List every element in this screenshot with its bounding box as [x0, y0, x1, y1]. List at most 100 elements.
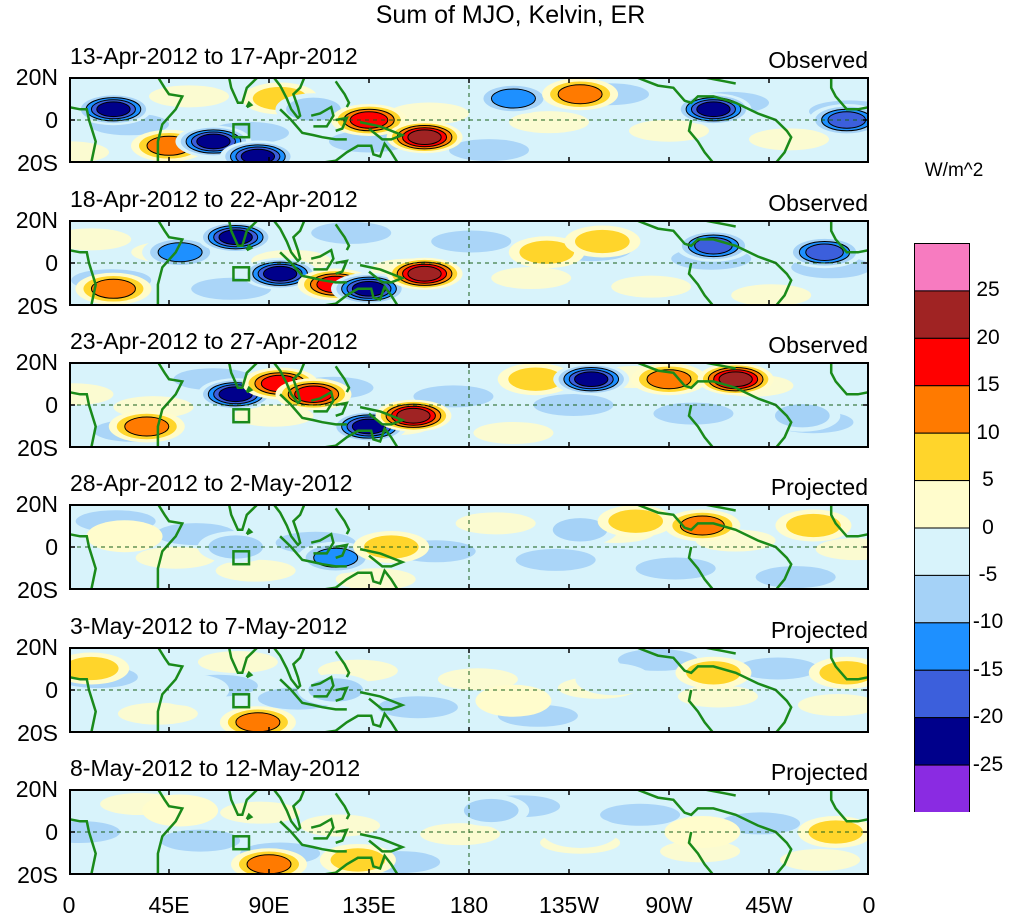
colorbar-swatch	[914, 480, 970, 529]
colorbar-tick-label: 20	[976, 325, 1000, 349]
lat-tick-label: 20N	[15, 776, 58, 802]
anomaly-contour	[508, 367, 563, 391]
anomaly-contour	[552, 518, 608, 542]
colorbar	[914, 243, 970, 813]
coastline	[279, 393, 347, 426]
anomaly-contour	[574, 371, 609, 388]
colorbar-tick-label: -15	[972, 657, 1004, 681]
coastline	[334, 650, 351, 678]
coastline	[69, 817, 97, 875]
panel-kind-label: Projected	[770, 617, 868, 643]
coastline	[319, 426, 399, 448]
panel-date-range: 3-May-2012 to 7-May-2012	[70, 613, 348, 639]
colorbar-tick-label: 5	[982, 468, 994, 492]
colorbar-swatch	[914, 669, 970, 719]
colorbar-swatch	[914, 574, 970, 624]
coastline	[335, 543, 349, 559]
coastline	[310, 390, 335, 413]
lat-tick-label: 0	[45, 534, 58, 560]
region-box	[232, 266, 251, 282]
coastline	[635, 77, 793, 163]
lat-tick-label: 20S	[17, 862, 58, 888]
coastline	[359, 832, 406, 853]
background-anomaly-band	[431, 230, 512, 253]
background-anomaly-band	[69, 383, 114, 406]
anomaly-map-panel	[69, 362, 869, 448]
background-anomaly-band	[677, 685, 758, 708]
lat-tick-label: 0	[45, 677, 58, 703]
coastline	[195, 504, 261, 532]
lat-tick-label: 20S	[17, 293, 58, 319]
background-anomaly-band	[135, 546, 216, 569]
background-anomaly-band	[197, 651, 278, 674]
coastline	[319, 853, 399, 875]
anomaly-contour	[808, 820, 864, 844]
background-anomaly-band	[509, 111, 589, 134]
background-anomaly-band	[653, 402, 734, 425]
anomaly-contour	[235, 712, 281, 733]
coastline	[335, 116, 349, 132]
coastline	[335, 401, 349, 417]
background-anomaly-band	[300, 814, 381, 837]
background-anomaly-band	[611, 275, 692, 298]
coastline	[829, 77, 869, 111]
anomaly-contour	[262, 265, 298, 282]
lat-tick-label: 0	[45, 392, 58, 418]
coastline	[195, 789, 261, 817]
lat-tick-label: 0	[45, 250, 58, 276]
colorbar-swatch	[914, 432, 970, 482]
coastline	[335, 259, 349, 275]
background-anomaly-band	[69, 228, 132, 251]
coastline	[195, 77, 261, 105]
anomaly-contour	[786, 513, 841, 538]
anomaly-map-svg	[69, 504, 869, 590]
coastline	[319, 141, 399, 163]
coastline	[359, 405, 406, 426]
anomaly-map-svg	[69, 77, 869, 163]
anomaly-map-svg	[69, 789, 869, 875]
anomaly-contour	[407, 265, 442, 282]
background-anomaly-band	[233, 404, 314, 427]
coastline	[156, 77, 185, 163]
background-anomaly-band	[160, 829, 241, 852]
coastline	[635, 789, 793, 875]
anomaly-contour	[519, 240, 575, 264]
panel-frame	[69, 647, 869, 733]
colorbar-tick-label: 15	[976, 373, 1000, 397]
colorbar-swatch	[914, 764, 970, 813]
region-box	[232, 550, 251, 566]
background-anomaly-band	[449, 139, 529, 162]
coastline	[359, 263, 406, 284]
background-anomaly-band	[437, 668, 518, 691]
coastline	[156, 220, 185, 306]
panel-frame	[69, 504, 869, 590]
coastline	[335, 686, 349, 702]
background-anomaly-band	[797, 694, 869, 717]
lat-tick-label: 20S	[17, 150, 58, 176]
lat-tick-label: 0	[45, 107, 58, 133]
anomaly-contour	[575, 663, 652, 696]
region-box	[232, 693, 251, 709]
panel-date-range: 23-Apr-2012 to 27-Apr-2012	[70, 328, 358, 354]
coastline	[635, 220, 793, 306]
coastline	[69, 675, 97, 733]
colorbar-swatch	[914, 385, 970, 434]
coastline	[335, 828, 349, 844]
coastline	[310, 532, 335, 555]
background-anomaly-band	[413, 385, 494, 408]
colorbar-tick-label: 10	[976, 420, 1000, 444]
lat-tick-label: 20N	[15, 207, 58, 233]
coastline	[245, 670, 254, 679]
coastline	[310, 675, 335, 698]
lon-tick-label: 90W	[645, 892, 693, 918]
coastline	[195, 362, 261, 390]
lat-tick-label: 20S	[17, 435, 58, 461]
lon-tick-label: 45E	[148, 892, 190, 918]
anomaly-map-svg	[69, 220, 869, 306]
colorbar-swatch	[914, 717, 970, 766]
panel-kind-label: Observed	[768, 47, 868, 73]
panel-date-range: 13-Apr-2012 to 17-Apr-2012	[70, 43, 358, 69]
colorbar-tick-label: 25	[976, 278, 1000, 302]
lat-tick-label: 20N	[15, 634, 58, 660]
background-anomaly-band	[731, 284, 812, 306]
